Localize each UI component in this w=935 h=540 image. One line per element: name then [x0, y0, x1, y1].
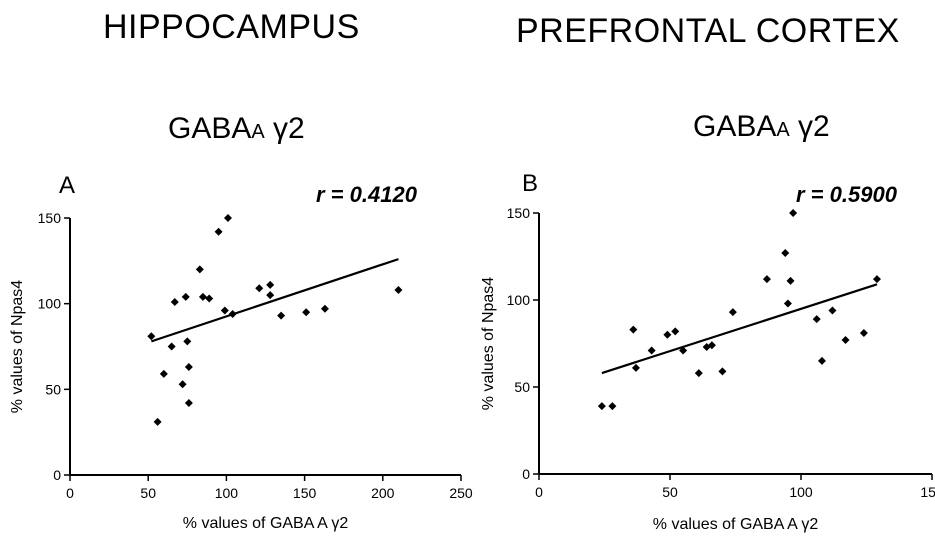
- y-tick-label-a: 150: [38, 210, 62, 226]
- subtitle-main: GABA: [168, 112, 252, 145]
- data-point-b: [694, 369, 703, 378]
- data-point-a: [266, 291, 275, 300]
- y-axis-label-a: % values of Npas4: [9, 280, 26, 414]
- x-tick-label-a: 200: [371, 485, 395, 501]
- x-tick-label-a: 250: [449, 485, 473, 501]
- subtitle-gaba-a-gamma2-hippocampus: GABAA γ2: [168, 112, 305, 146]
- regression-line-a: [150, 258, 399, 343]
- data-point-a: [195, 265, 204, 274]
- data-point-a: [147, 332, 156, 341]
- data-point-b: [663, 330, 672, 339]
- y-axis-label-b: % values of Npas4: [480, 277, 497, 411]
- data-point-b: [781, 249, 790, 258]
- data-point-b: [817, 356, 826, 365]
- data-point-b: [608, 402, 617, 411]
- correlation-label-b: r = 0.5900: [796, 182, 897, 207]
- subtitle-greek: γ2: [264, 112, 305, 145]
- y-tick-label-a: 0: [53, 467, 61, 483]
- data-point-b: [631, 363, 640, 372]
- data-point-b: [597, 402, 606, 411]
- panel-letter-a: A: [59, 172, 76, 199]
- y-tick-label-b: 150: [507, 205, 531, 221]
- data-point-b: [728, 308, 737, 317]
- x-tick-label-a: 150: [293, 485, 317, 501]
- data-point-a: [214, 227, 223, 236]
- data-point-b: [872, 275, 881, 284]
- data-point-a: [167, 342, 176, 351]
- data-point-a: [183, 337, 192, 346]
- data-point-a: [181, 292, 190, 301]
- subtitle-main: GABA: [693, 110, 777, 143]
- data-point-a: [228, 309, 237, 318]
- data-point-a: [320, 304, 329, 313]
- y-tick-label-b: 50: [514, 379, 530, 395]
- subtitle-greek: γ2: [789, 110, 830, 143]
- x-tick-label-a: 100: [215, 485, 239, 501]
- x-tick-label-a: 0: [66, 485, 74, 501]
- data-point-a: [198, 292, 207, 301]
- y-tick-label-b: 100: [507, 292, 531, 308]
- region-title-prefrontal-cortex: PREFRONTAL CORTEX: [516, 12, 900, 50]
- region-title-hippocampus: HIPPOCAMPUS: [103, 8, 360, 46]
- data-point-a: [153, 417, 162, 426]
- subtitle-subscript: A: [776, 119, 790, 141]
- data-point-a: [394, 285, 403, 294]
- data-point-b: [859, 329, 868, 338]
- data-point-b: [789, 209, 798, 217]
- y-tick-label-a: 100: [38, 296, 62, 312]
- data-point-b: [629, 325, 638, 334]
- y-tick-label-b: 0: [522, 466, 530, 482]
- x-tick-label-b: 50: [662, 484, 678, 500]
- regression-line-b: [601, 283, 878, 375]
- data-point-b: [783, 299, 792, 308]
- data-point-a: [205, 294, 214, 303]
- data-point-a: [223, 214, 232, 222]
- panel-letter-b: B: [522, 170, 539, 197]
- data-point-b: [812, 315, 821, 324]
- data-point-a: [159, 369, 168, 378]
- data-point-a: [170, 297, 179, 306]
- x-tick-label-b: 0: [535, 484, 543, 500]
- data-point-b: [828, 306, 837, 315]
- data-point-b: [786, 276, 795, 285]
- data-point-b: [647, 346, 656, 355]
- data-point-a: [277, 311, 286, 320]
- data-point-b: [671, 327, 680, 336]
- data-point-b: [679, 346, 688, 355]
- subtitle-gaba-a-gamma2-prefrontal: GABAA γ2: [693, 110, 830, 144]
- data-point-a: [302, 308, 311, 317]
- y-tick-label-a: 50: [45, 381, 61, 397]
- correlation-label-a: r = 0.4120: [316, 182, 417, 207]
- data-point-a: [178, 380, 187, 389]
- x-tick-label-a: 50: [140, 485, 156, 501]
- x-axis-label-b: % values of GABA A γ2: [653, 516, 819, 533]
- data-point-b: [762, 275, 771, 284]
- data-point-a: [220, 306, 229, 315]
- data-point-b: [841, 336, 850, 345]
- x-tick-label-b: 100: [789, 484, 813, 500]
- x-tick-label-b: 150: [920, 484, 935, 500]
- data-point-b: [707, 341, 716, 350]
- subtitle-subscript: A: [251, 121, 265, 143]
- data-point-a: [184, 399, 193, 408]
- data-point-a: [266, 280, 275, 289]
- data-point-a: [184, 363, 193, 372]
- data-point-b: [718, 367, 727, 376]
- x-axis-label-a: % values of GABA A γ2: [183, 515, 349, 532]
- data-point-a: [255, 284, 264, 293]
